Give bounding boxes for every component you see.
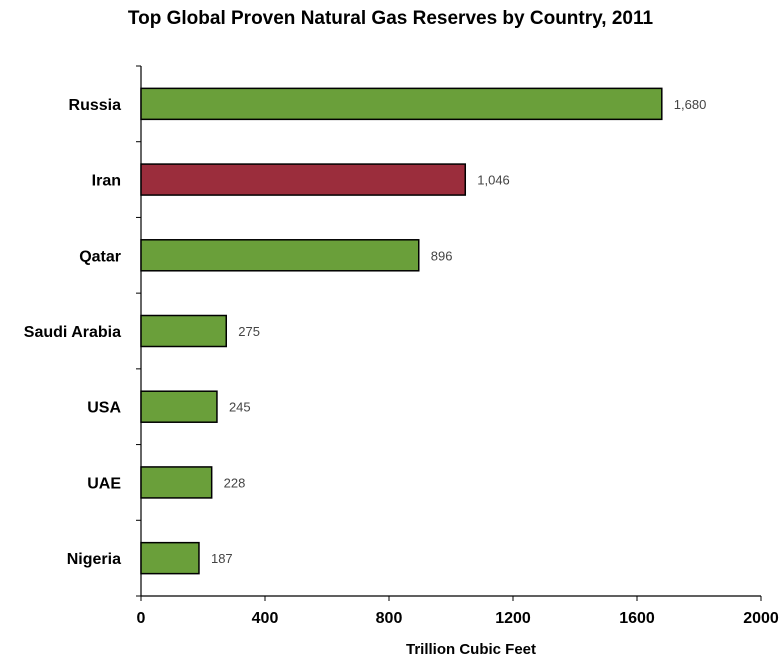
category-label: Russia — [69, 97, 122, 114]
x-tick-label: 1600 — [619, 610, 655, 627]
chart-title: Top Global Proven Natural Gas Reserves b… — [127, 8, 654, 29]
bar-russia — [140, 87, 663, 121]
bar-series — [140, 87, 663, 575]
data-label: 245 — [229, 400, 251, 415]
data-label: 275 — [238, 324, 260, 339]
x-tick-label: 400 — [252, 610, 279, 627]
bar-uae — [140, 466, 213, 499]
data-label: 1,046 — [477, 173, 510, 188]
category-label: Nigeria — [67, 551, 121, 568]
data-label: 1,680 — [674, 97, 707, 112]
x-tick-label: 2000 — [743, 610, 779, 627]
chart-axes — [136, 65, 762, 601]
category-label: USA — [87, 400, 121, 417]
category-label: UAE — [87, 475, 121, 492]
x-tick-label: 800 — [376, 610, 403, 627]
bar-usa — [140, 390, 218, 423]
x-tick-label: 0 — [137, 610, 146, 627]
category-label: Iran — [92, 173, 121, 190]
bar-nigeria — [140, 541, 200, 575]
data-label: 187 — [211, 551, 233, 566]
category-label: Saudi Arabia — [24, 324, 121, 341]
bar-saudi-arabia — [140, 314, 227, 348]
bar-iran — [140, 163, 467, 196]
x-tick-label: 1200 — [495, 610, 531, 627]
data-label: 228 — [224, 475, 246, 490]
bar-qatar — [140, 239, 420, 272]
chart-labels: 0 400 800 1200 1600 2000 Trillion Cubic Feet Ru… — [24, 97, 779, 658]
category-label: Qatar — [79, 248, 121, 265]
x-axis-title: Trillion Cubic Feet — [406, 641, 536, 658]
data-label: 896 — [431, 248, 453, 263]
